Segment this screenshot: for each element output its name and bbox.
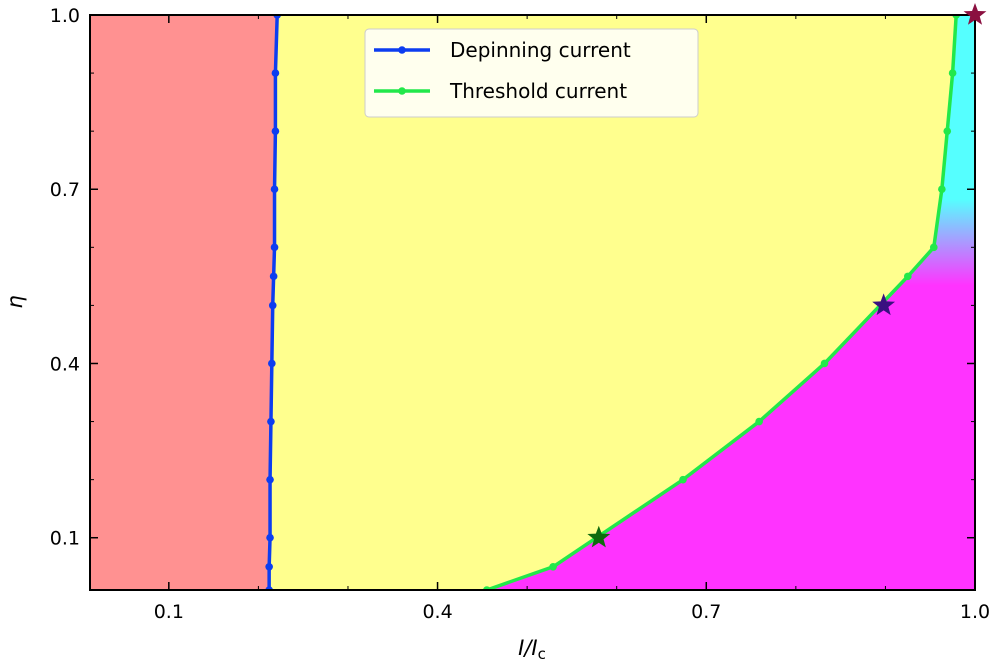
- data-point: [271, 69, 280, 77]
- data-point: [929, 243, 938, 252]
- data-point: [268, 301, 277, 310]
- star-markers: [587, 3, 987, 548]
- data-point: [679, 475, 687, 484]
- axes-frame: [89, 14, 976, 591]
- star-purple-icon: [872, 293, 896, 316]
- x-tick-label: 0.7: [691, 601, 721, 623]
- data-point: [549, 562, 557, 571]
- data-point: [265, 562, 273, 571]
- data-series: [265, 15, 960, 590]
- axis-ticks: 0.1 0.4 0.7 1.0 0.1 0.4 0.7 1.0: [50, 5, 990, 623]
- y-tick-label: 0.4: [50, 353, 80, 375]
- data-point: [267, 417, 275, 426]
- series-depinning: [265, 15, 282, 590]
- x-tick-label: 1.0: [960, 601, 990, 623]
- data-point: [755, 417, 763, 426]
- data-point: [268, 359, 276, 368]
- x-tick-label: 0.4: [422, 601, 452, 623]
- region-pinned: [90, 15, 278, 590]
- legend: Depinning current Threshold current: [364, 28, 699, 118]
- region-intermediate: [269, 15, 957, 590]
- data-point: [904, 272, 912, 281]
- data-point: [270, 243, 279, 252]
- legend-label: Depinning current: [450, 38, 631, 62]
- data-point: [820, 359, 829, 368]
- data-point: [270, 185, 279, 194]
- data-point: [938, 185, 946, 194]
- data-point: [943, 127, 952, 135]
- x-tick-label: 0.1: [154, 601, 184, 623]
- y-axis-label: η: [3, 295, 27, 308]
- y-tick-label: 0.1: [50, 528, 80, 550]
- y-tick-label: 0.7: [50, 179, 80, 201]
- data-point: [948, 69, 957, 77]
- y-tick-label: 1.0: [50, 5, 80, 27]
- x-axis-label: I/Ic: [518, 636, 546, 663]
- data-point: [266, 533, 274, 542]
- data-point: [269, 272, 278, 281]
- data-point: [266, 475, 274, 484]
- data-point: [271, 127, 280, 135]
- star-green-icon: [587, 525, 611, 548]
- legend-label: Threshold current: [449, 79, 627, 103]
- star-maroon-icon: [963, 3, 987, 25]
